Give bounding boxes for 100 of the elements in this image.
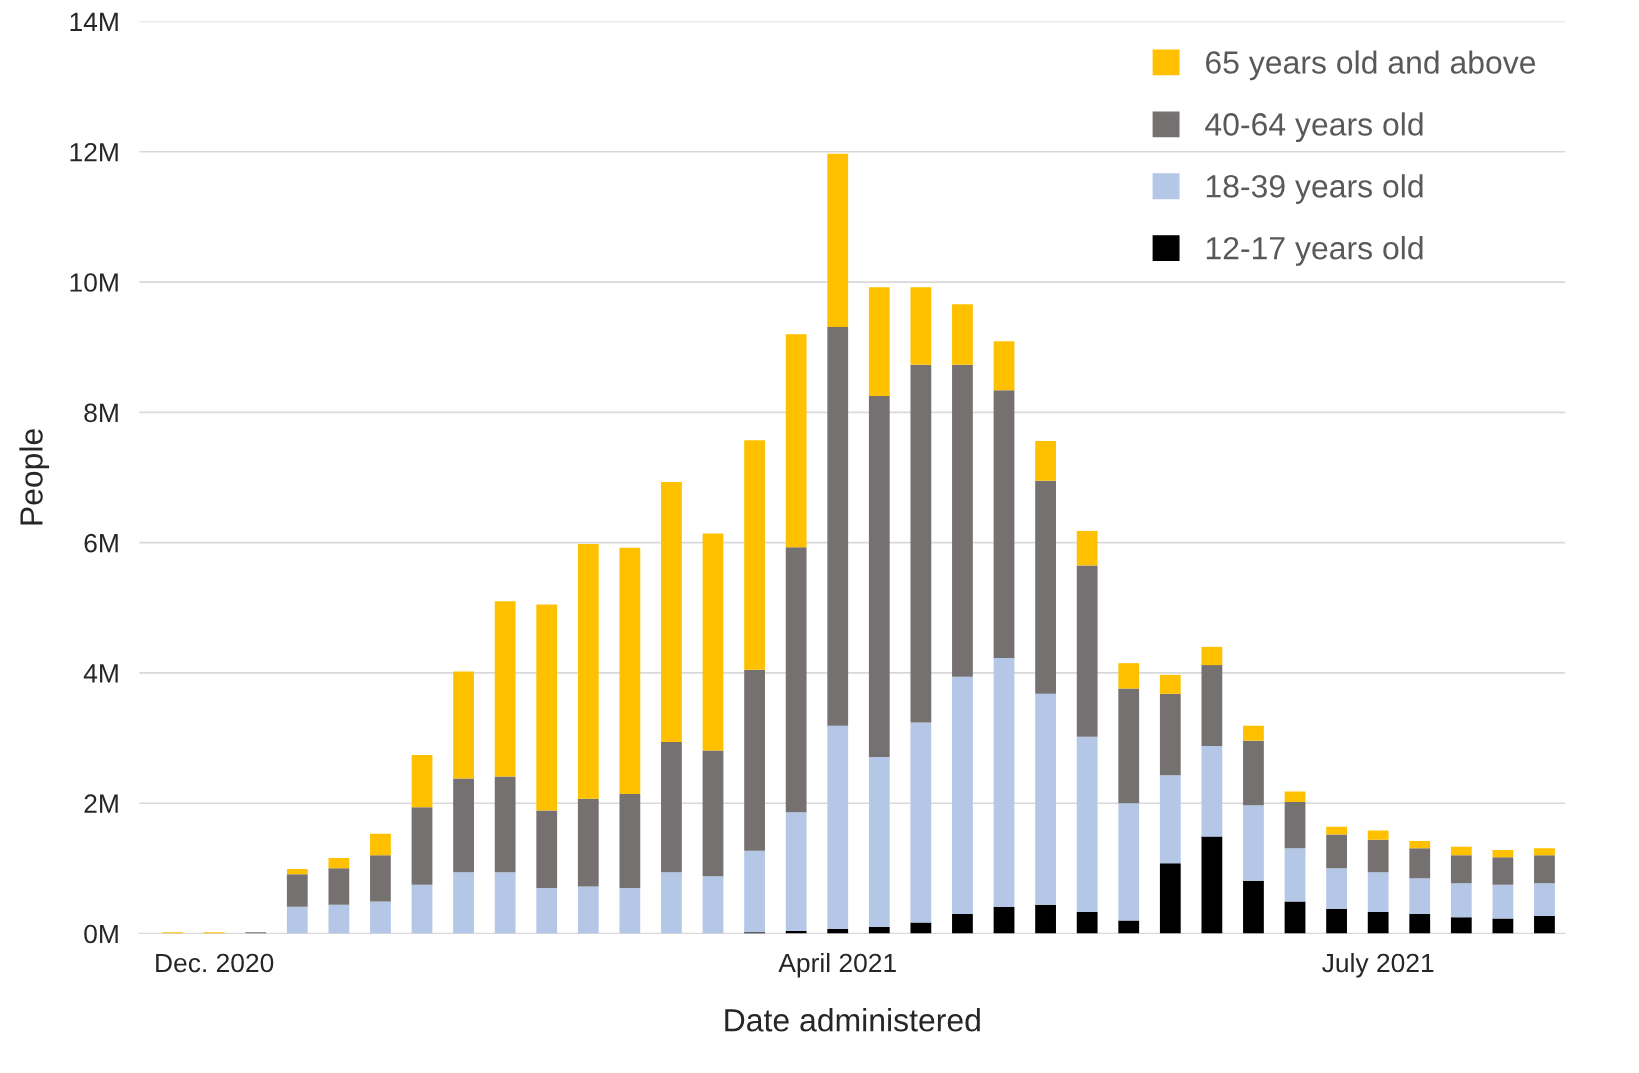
bar [494, 872, 516, 934]
bar [411, 807, 433, 885]
bar [577, 798, 599, 887]
bar [1367, 872, 1389, 913]
bar [1201, 836, 1223, 934]
bar [1035, 441, 1056, 481]
bar [1118, 803, 1140, 921]
bar [1284, 901, 1306, 934]
bar [868, 287, 890, 397]
bar [1118, 688, 1140, 804]
bar [494, 601, 516, 777]
bar [1409, 841, 1431, 849]
bar [1076, 736, 1098, 913]
bar [1450, 917, 1472, 934]
bar [661, 482, 682, 742]
bar [952, 913, 973, 934]
bar [411, 755, 433, 808]
legend-label: 65 years old and above [1206, 50, 1536, 81]
bar [1243, 880, 1264, 934]
bar [702, 876, 724, 934]
bar [702, 533, 724, 751]
bar [1534, 915, 1555, 934]
bar [1326, 908, 1347, 934]
bar [1534, 855, 1555, 884]
bar [328, 904, 350, 934]
bar [453, 778, 474, 873]
bar [1326, 826, 1347, 835]
bar [1284, 848, 1306, 902]
bar [1118, 920, 1140, 934]
bar [744, 440, 765, 670]
bar [453, 671, 474, 779]
bar [1367, 830, 1389, 840]
bar [1076, 912, 1098, 934]
legend-label: 12-17 years old [1206, 236, 1423, 266]
y-tick-label: 12M [70, 142, 118, 162]
y-tick-label: 2M [84, 794, 118, 813]
bar [1035, 904, 1056, 934]
bar [1118, 663, 1140, 689]
bar [1159, 863, 1181, 934]
bar [952, 676, 973, 914]
x-tick-label: April 2021 [778, 952, 896, 978]
y-tick-label: 6M [84, 533, 118, 553]
bar [328, 857, 350, 869]
bar [1159, 775, 1181, 864]
bar [1201, 745, 1223, 837]
bar [910, 287, 932, 365]
bar [1243, 805, 1264, 881]
bar [577, 886, 599, 934]
bar [1450, 846, 1472, 856]
bar [494, 776, 516, 873]
bar [1326, 868, 1347, 909]
bar [827, 725, 849, 929]
bar [910, 922, 932, 934]
bar [619, 887, 641, 934]
bar [1159, 693, 1181, 776]
x-tick-label: Dec. 2020 [156, 953, 274, 973]
bar [453, 872, 474, 934]
bar [1492, 918, 1514, 934]
bar [1035, 693, 1056, 905]
bar [702, 750, 724, 877]
bar [1534, 848, 1555, 856]
bar [1201, 665, 1223, 746]
bar [1409, 913, 1431, 934]
bar [744, 669, 765, 851]
bar [577, 543, 599, 799]
bar [1284, 791, 1306, 802]
bar [536, 810, 558, 888]
bar [1367, 839, 1389, 873]
bar [1450, 855, 1472, 884]
bar [1492, 850, 1514, 858]
x-tick-label: July 2021 [1322, 952, 1434, 978]
bar [1284, 801, 1306, 849]
bar [827, 327, 849, 726]
bar [1159, 674, 1181, 694]
bar [1326, 834, 1347, 869]
bar [1035, 480, 1056, 694]
bar [286, 906, 308, 934]
bar [619, 547, 641, 795]
bar [1492, 857, 1514, 885]
bar [411, 884, 433, 934]
bar [1076, 565, 1098, 737]
bar [370, 833, 391, 856]
bar [785, 547, 807, 813]
bar [910, 364, 932, 723]
bar [993, 341, 1015, 391]
bar [1201, 646, 1223, 666]
bar [619, 794, 641, 888]
bar [993, 390, 1015, 658]
legend-label: 18-39 years old [1206, 174, 1423, 204]
bar [827, 153, 849, 327]
bar [1367, 912, 1389, 934]
bar [993, 906, 1015, 934]
bar [952, 304, 973, 365]
bar [286, 874, 308, 907]
bar [868, 927, 890, 934]
bar [993, 657, 1015, 907]
bar [1409, 848, 1431, 879]
bar [1450, 883, 1472, 918]
bar [1076, 530, 1098, 566]
bar [370, 901, 391, 934]
